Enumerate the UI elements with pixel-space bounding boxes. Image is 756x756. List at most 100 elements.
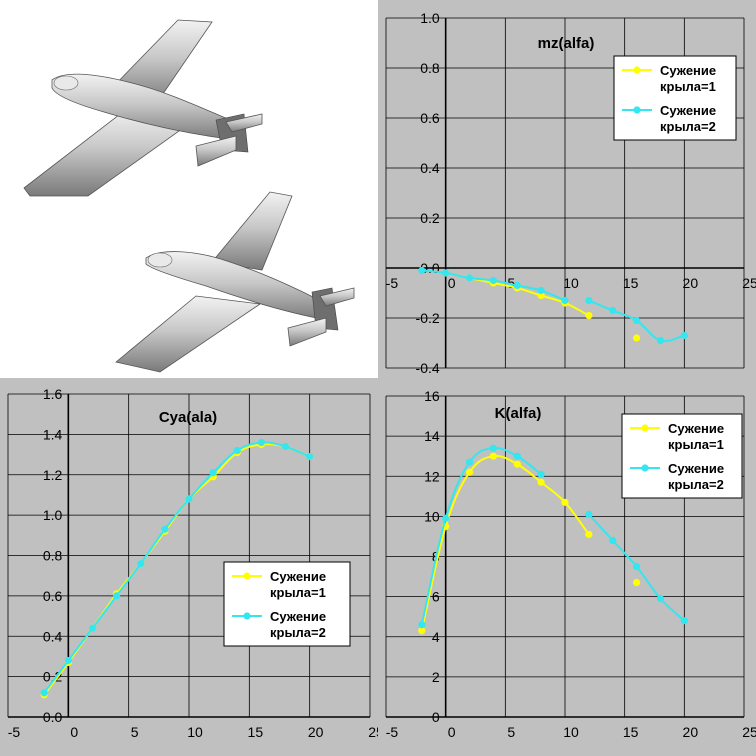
series-2-point xyxy=(513,452,521,460)
x-tick-label: 15 xyxy=(623,724,639,740)
series-2-point xyxy=(537,286,545,295)
series-2-point xyxy=(306,452,314,461)
x-tick-label: 0 xyxy=(448,724,456,740)
series-2-point xyxy=(680,331,688,340)
y-tick-label: 0.2 xyxy=(43,669,63,685)
series-2-point xyxy=(442,269,450,277)
series-2-point xyxy=(609,536,617,545)
x-tick-label: 0 xyxy=(70,724,78,740)
y-tick-label: 0.6 xyxy=(43,588,63,604)
series-1-point xyxy=(537,478,545,486)
y-tick-label: 1.0 xyxy=(420,10,440,26)
legend-label: крыла=2 xyxy=(270,625,326,640)
legend-label: Сужение xyxy=(668,421,724,436)
y-tick-label: 0.0 xyxy=(43,709,63,725)
series-1-point xyxy=(633,334,641,342)
x-tick-label: 5 xyxy=(507,275,515,291)
x-tick-label: 20 xyxy=(683,275,699,291)
legend-label: крыла=1 xyxy=(270,585,326,600)
series-2-point xyxy=(585,510,593,518)
series-2-point xyxy=(64,656,72,665)
series-2-point xyxy=(585,296,593,305)
x-tick-label: 25 xyxy=(742,275,756,291)
series-2-point xyxy=(40,689,48,697)
series-2-point xyxy=(465,274,474,282)
series-2-point xyxy=(137,559,145,568)
y-tick-label: 6 xyxy=(432,589,440,605)
series-2-point xyxy=(561,296,569,305)
chart-title: Cya(ala) xyxy=(159,409,217,426)
series-1-point xyxy=(465,468,474,476)
legend-label: крыла=2 xyxy=(660,119,716,134)
legend-label: Сужение xyxy=(660,103,716,118)
x-tick-label: 15 xyxy=(623,275,639,291)
series-2-point xyxy=(88,624,97,632)
series-2-point xyxy=(489,276,497,285)
x-tick-label: -5 xyxy=(8,724,21,740)
legend-label: Сужение xyxy=(668,461,724,476)
y-tick-label: 1.2 xyxy=(43,467,63,483)
x-tick-label: -5 xyxy=(386,275,399,291)
airplane-rectangular-wing-icon xyxy=(23,19,263,197)
y-tick-label: 1.4 xyxy=(43,426,63,442)
x-tick-label: 20 xyxy=(308,724,324,740)
legend-swatch-marker xyxy=(633,66,641,74)
y-tick-label: 1.6 xyxy=(43,386,63,402)
x-tick-label: 20 xyxy=(683,724,699,740)
y-tick-label: 0.6 xyxy=(420,110,440,126)
x-tick-label: 15 xyxy=(248,724,264,740)
legend-label: крыла=1 xyxy=(660,79,716,94)
series-2-point xyxy=(281,442,290,451)
series-1-point xyxy=(633,578,641,587)
legend-label: Сужение xyxy=(270,569,326,584)
x-tick-label: 10 xyxy=(187,724,203,740)
airplane-tapered-wing-icon xyxy=(115,191,355,373)
y-tick-label: 0 xyxy=(432,709,440,725)
legend-swatch-marker xyxy=(641,424,649,432)
legend-swatch-marker xyxy=(641,464,649,472)
series-1-point xyxy=(585,311,593,320)
y-tick-label: 1.0 xyxy=(43,507,63,523)
x-tick-label: 10 xyxy=(563,724,579,740)
series-2-point xyxy=(513,281,521,290)
y-tick-label: 14 xyxy=(424,428,440,444)
chart-title: mz(alfa) xyxy=(538,35,595,52)
series-2-point xyxy=(609,306,617,315)
series-2-point xyxy=(113,592,121,600)
chart-cya-ala: 0.00.20.40.60.81.01.21.41.6-5 0 5 10 15 20 25C… xyxy=(0,378,384,756)
y-tick-label: 0.8 xyxy=(43,548,63,564)
series-1-point xyxy=(585,530,593,539)
y-tick-label: 0.8 xyxy=(420,60,440,76)
series-2-point xyxy=(185,495,193,503)
series-2 xyxy=(40,438,314,697)
y-tick-label: 0.4 xyxy=(420,160,440,176)
x-tick-label: 5 xyxy=(131,724,139,740)
series-2-point xyxy=(680,617,688,625)
series-2 xyxy=(418,266,688,345)
x-tick-label: 0 xyxy=(448,275,456,291)
legend-label: крыла=2 xyxy=(668,477,724,492)
series-2-point xyxy=(633,562,641,571)
legend-label: Сужение xyxy=(660,63,716,78)
y-tick-label: 0.2 xyxy=(420,210,440,226)
x-tick-label: 5 xyxy=(507,724,515,740)
legend-label: крыла=1 xyxy=(668,437,724,452)
series-1-point xyxy=(561,498,569,506)
series-2-point xyxy=(465,458,474,466)
series-1-point xyxy=(489,452,497,460)
legend-swatch-marker xyxy=(633,106,641,114)
x-tick-label: -5 xyxy=(386,724,399,740)
series-2-point xyxy=(161,525,169,533)
series-1-point xyxy=(537,291,545,300)
x-tick-label: 25 xyxy=(742,724,756,740)
series-2-point xyxy=(257,438,265,447)
y-tick-label: 0.4 xyxy=(43,628,63,644)
series-1-point xyxy=(513,460,521,468)
series-2-point xyxy=(537,470,545,478)
chart-title: K(alfa) xyxy=(495,405,542,422)
airplane-models-illustration xyxy=(0,0,378,378)
y-tick-label: 4 xyxy=(432,629,440,645)
